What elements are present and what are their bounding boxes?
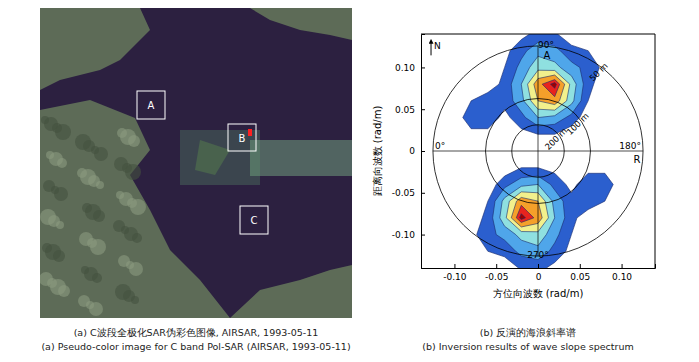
y-tick: 0.10 <box>395 63 425 73</box>
caption: (a) Pseudo-color image for C band Pol-SA… <box>41 341 350 352</box>
y-tick-label: 0 <box>409 146 415 156</box>
y-tick-mark <box>421 67 425 68</box>
annotation: A <box>544 50 551 61</box>
ring-label: 200 m <box>543 126 569 152</box>
ring-label: 50 m <box>587 61 609 83</box>
caption: (b) Inversion results of wave slope spec… <box>422 341 633 352</box>
frame-right <box>655 34 656 268</box>
y-tick: -0.05 <box>392 188 425 198</box>
polar-overlay <box>433 46 643 256</box>
region-label: B <box>239 133 246 144</box>
annotation: 90° <box>538 40 554 50</box>
x-tick-mark <box>622 264 623 268</box>
region-box <box>228 124 256 151</box>
land-texture <box>93 210 105 222</box>
annotations: 0°90°180°270°AR50 m100 m200 mN <box>431 40 641 260</box>
x-axis-line <box>422 264 656 269</box>
land-texture <box>58 285 70 297</box>
y-axis-line <box>422 35 426 269</box>
x-tick-label: 0.10 <box>612 272 632 282</box>
sar-image: A B C <box>39 8 352 318</box>
land-texture <box>53 250 65 262</box>
land-texture <box>92 273 102 283</box>
x-tick-label: -0.05 <box>485 272 508 282</box>
land-texture <box>96 181 104 189</box>
region-box <box>137 91 165 119</box>
x-tick-mark <box>496 264 497 268</box>
land-texture <box>57 158 67 168</box>
y-tick-mark <box>421 151 425 152</box>
land-texture <box>125 164 141 180</box>
caption: (b) 反演的海浪斜率谱 <box>480 327 576 338</box>
caption: (a) C波段全极化SAR伪彩色图像, AIRSAR, 1993-05-11 <box>74 327 319 338</box>
land-texture <box>132 233 142 243</box>
x-axis-title: 方位向波数 (rad/m) <box>493 288 584 299</box>
land-texture <box>94 147 108 161</box>
land-texture <box>130 199 146 215</box>
land-texture <box>54 187 68 201</box>
x-axis: -0.10 -0.05 0 0.05 0.10 <box>422 264 656 282</box>
region-box <box>240 206 268 234</box>
annotation: R <box>634 154 641 165</box>
marker-dot <box>248 129 252 136</box>
y-tick: -0.10 <box>392 230 425 240</box>
y-axis-title: 距离向波数 (rad/m) <box>372 106 383 197</box>
x-tick-mark <box>454 264 455 268</box>
wavelength-ring <box>433 46 643 256</box>
x-tick: 0.10 <box>612 264 632 282</box>
north-arrow <box>431 41 432 55</box>
x-tick-label: 0.05 <box>570 272 590 282</box>
region-label: A <box>148 100 155 111</box>
land <box>230 265 352 318</box>
land <box>250 8 352 40</box>
land-texture <box>89 302 103 316</box>
annotation: 270° <box>527 250 549 260</box>
y-tick-mark <box>421 109 425 110</box>
azimuth-direction <box>538 46 539 256</box>
land-texture <box>55 124 71 140</box>
x-tick-mark <box>580 264 581 268</box>
y-tick-label: 0.05 <box>395 105 415 115</box>
y-tick-label: 0.10 <box>395 63 415 73</box>
annotation: N <box>434 41 441 51</box>
y-tick-mark <box>421 235 425 236</box>
figure: A B C (a) C波段全极化SAR伪彩色图像, AIRSAR, 1993-05-1… <box>0 0 699 362</box>
y-tick: 0.05 <box>395 105 425 115</box>
x-tick-label: 0 <box>536 272 542 282</box>
x-tick: 0.05 <box>570 264 590 282</box>
land <box>40 8 150 90</box>
bright-streak <box>250 140 352 176</box>
bright-streak <box>180 130 260 185</box>
frame-top <box>421 34 655 35</box>
land-texture <box>56 221 64 229</box>
plot-area <box>421 34 655 268</box>
land-texture <box>128 135 140 147</box>
plot-background <box>421 34 655 268</box>
y-axis: -0.10 -0.05 0 0.05 0.10 <box>392 35 425 269</box>
x-tick: -0.10 <box>443 264 467 282</box>
x-tick-mark <box>538 264 539 268</box>
y-tick: 0 <box>409 146 425 156</box>
annotation: 0° <box>435 141 445 151</box>
y-tick-label: -0.05 <box>392 188 415 198</box>
sea <box>40 8 352 318</box>
x-tick-label: -0.10 <box>443 272 467 282</box>
land-texture <box>90 239 106 255</box>
x-tick: 0 <box>536 264 542 282</box>
region-label: C <box>251 215 258 226</box>
x-tick: -0.05 <box>485 264 508 282</box>
annotation: 180° <box>619 141 641 151</box>
land-texture <box>129 262 143 276</box>
y-tick-label: -0.10 <box>392 230 416 240</box>
y-tick-mark <box>421 193 425 194</box>
land-texture <box>131 296 139 304</box>
